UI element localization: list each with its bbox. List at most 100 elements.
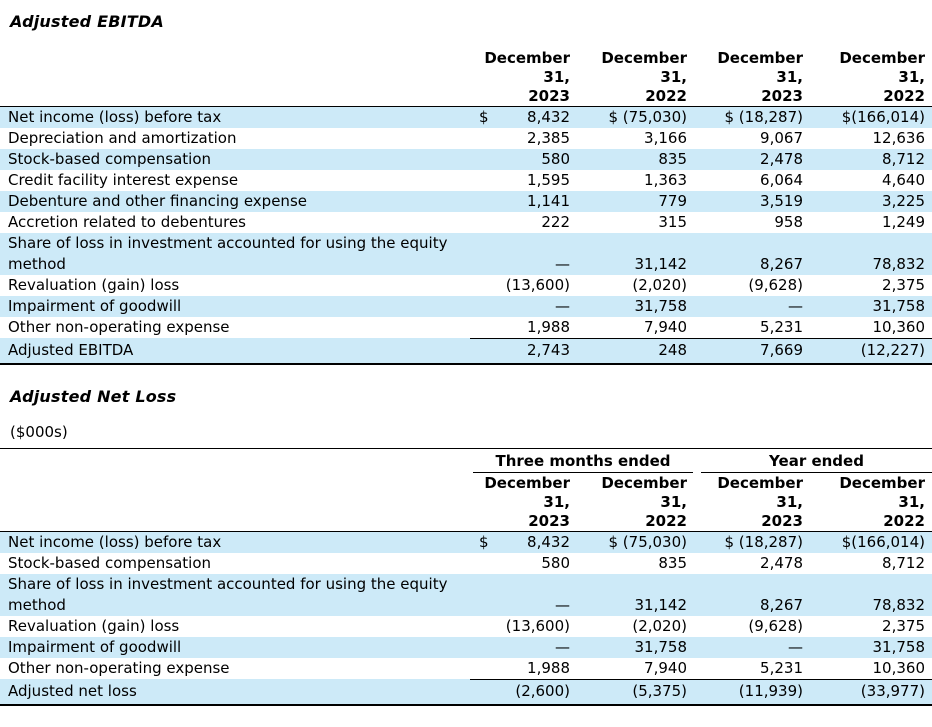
group-header-row: Three months ended Year ended: [0, 451, 932, 473]
column-header: December 31, 2022: [601, 49, 687, 105]
value-cell: 8,712: [882, 150, 925, 168]
value-cell: (2,600): [470, 681, 570, 702]
row-values: 2,385 3,166 9,067 12,636: [470, 128, 932, 149]
value-cell: 2,743: [470, 340, 570, 361]
row-values: (13,600) (2,020) (9,628) 2,375: [470, 275, 932, 296]
table-row: Stock-based compensation 580 835 2,478 8,712: [0, 149, 932, 170]
value-cell: 3,225: [882, 192, 925, 210]
row-label: Stock-based compensation: [8, 150, 212, 168]
row-label: Revaluation (gain) loss: [8, 617, 180, 635]
row-values: 1,595 1,363 6,064 4,640: [470, 170, 932, 191]
value-cell: 31,758: [634, 297, 688, 315]
table-row: Revaluation (gain) loss (13,600) (2,020) (9…: [0, 616, 932, 637]
row-values: $8,432 $ (75,030) $ (18,287) $(166,014): [470, 107, 932, 128]
row-label: Other non-operating expense: [8, 318, 230, 336]
table-row: Other non-operating expense 1,988 7,940 5,2…: [0, 658, 932, 679]
row-label: Stock-based compensation: [8, 554, 212, 572]
value-cell: 1,141: [470, 191, 570, 212]
row-label: Credit facility interest expense: [8, 171, 239, 189]
row-label: Debenture and other financing expense: [8, 192, 307, 210]
value-text: 8,432: [527, 108, 570, 126]
value-cell: 7,669: [760, 341, 803, 359]
value-cell: 222: [470, 212, 570, 233]
column-header: December 31, 2023: [484, 474, 570, 530]
group-header: Year ended: [701, 451, 932, 473]
column-header: December 31, 2023: [717, 49, 803, 105]
column-header: December 31, 2022: [839, 474, 925, 530]
value-cell: 2,375: [882, 617, 925, 635]
value-text: (13,600): [505, 276, 570, 294]
column-header-row: December 31, 2023 December 31, 2022 December 31…: [0, 48, 932, 107]
value-text: (13,600): [505, 617, 570, 635]
value-cell: (2,020): [632, 617, 687, 635]
value-cell: 2,478: [760, 150, 803, 168]
value-cell: —: [788, 297, 803, 315]
value-text: —: [555, 596, 570, 614]
value-text: 1,988: [527, 318, 570, 336]
value-cell: 3,519: [760, 192, 803, 210]
table-row: Net income (loss) before tax $8,432 $ (75,…: [0, 532, 932, 553]
column-header: December 31, 2023: [484, 49, 570, 105]
value-cell: 2,385: [470, 128, 570, 149]
value-cell: 779: [658, 192, 687, 210]
value-text: —: [555, 297, 570, 315]
value-cell: (2,020): [632, 276, 687, 294]
table-row: Net income (loss) before tax $8,432 $ (75,…: [0, 107, 932, 128]
adjusted-ebitda-title: Adjusted EBITDA: [10, 12, 164, 31]
value-cell: 2,478: [760, 554, 803, 572]
value-text: 2,385: [527, 129, 570, 147]
row-values: 1,141 779 3,519 3,225: [470, 191, 932, 212]
value-cell: 8,267: [760, 255, 803, 273]
value-cell: —: [470, 637, 570, 658]
value-text: —: [555, 638, 570, 656]
row-label: Adjusted EBITDA: [8, 341, 134, 359]
row-label: Revaluation (gain) loss: [8, 276, 180, 294]
value-cell: (11,939): [738, 682, 803, 700]
currency-symbol: $: [479, 108, 489, 126]
row-label: Depreciation and amortization: [8, 129, 237, 147]
value-cell: (13,600): [470, 616, 570, 637]
value-cell: $ (18,287): [724, 108, 803, 126]
value-cell: 3,166: [644, 129, 687, 147]
value-cell: $ (18,287): [724, 533, 803, 551]
row-label: Net income (loss) before tax: [8, 108, 222, 126]
value-cell: (5,375): [632, 682, 687, 700]
value-cell: $(166,014): [841, 108, 925, 126]
adjusted-ebitda-table: December 31, 2023 December 31, 2022 December 31…: [0, 48, 932, 365]
column-header-spacer: [0, 48, 470, 106]
row-values: — 31,142 8,267 78,832: [470, 574, 932, 616]
value-cell: 835: [658, 554, 687, 572]
value-cell: —: [470, 254, 570, 275]
row-label: Net income (loss) before tax: [8, 533, 222, 551]
value-cell: $8,432: [470, 532, 570, 553]
column-header-spacer: [0, 473, 470, 531]
row-values: 580 835 2,478 8,712: [470, 553, 932, 574]
value-cell: (13,600): [470, 275, 570, 296]
value-cell: 580: [470, 553, 570, 574]
table-row: Stock-based compensation 580 835 2,478 8,712: [0, 553, 932, 574]
value-cell: 1,988: [470, 317, 570, 338]
value-cell: —: [470, 595, 570, 616]
value-text: 1,595: [527, 171, 570, 189]
row-values: 2,743 248 7,669 (12,227): [470, 338, 932, 363]
column-header: December 31, 2022: [839, 49, 925, 105]
column-header: December 31, 2022: [601, 474, 687, 530]
column-header: December 31, 2023: [717, 474, 803, 530]
row-values: — 31,758 — 31,758: [470, 296, 932, 317]
value-cell: 5,231: [760, 318, 803, 336]
value-cell: 31,142: [634, 255, 688, 273]
value-text: —: [555, 255, 570, 273]
financial-report-page: Adjusted EBITDA December 31, 2023 December 3…: [0, 12, 932, 706]
value-text: 1,988: [527, 659, 570, 677]
row-values: — 31,142 8,267 78,832: [470, 233, 932, 275]
value-cell: (9,628): [748, 617, 803, 635]
value-cell: 1,988: [470, 658, 570, 679]
table-row: Depreciation and amortization 2,385 3,166 9…: [0, 128, 932, 149]
value-cell: 12,636: [872, 129, 926, 147]
row-label: Other non-operating expense: [8, 659, 230, 677]
value-cell: 7,940: [644, 659, 687, 677]
value-cell: $ (75,030): [608, 108, 687, 126]
value-cell: 31,758: [872, 638, 926, 656]
table-row: Other non-operating expense 1,988 7,940 5,2…: [0, 317, 932, 338]
value-cell: 78,832: [872, 255, 926, 273]
